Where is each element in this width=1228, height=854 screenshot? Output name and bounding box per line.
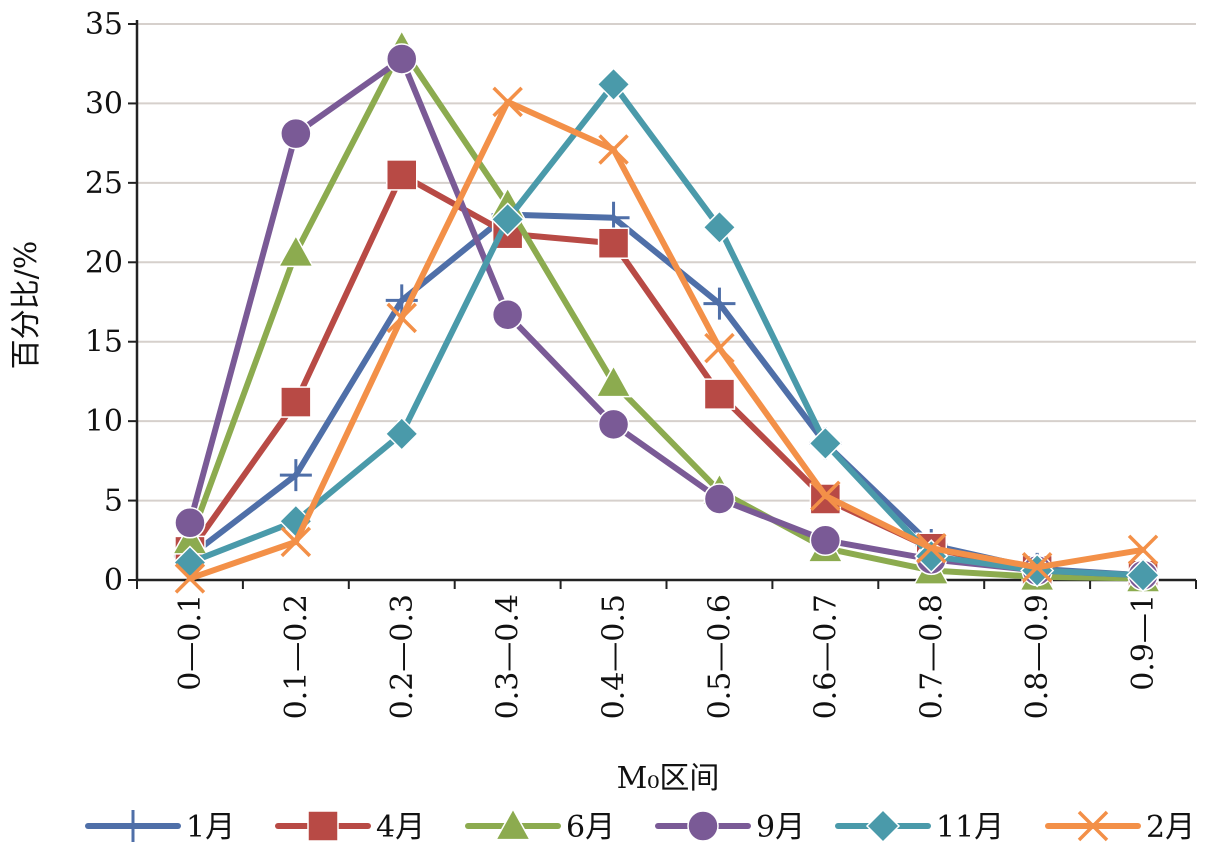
data-point bbox=[386, 302, 417, 334]
legend-item: 1月 bbox=[85, 810, 235, 845]
x-tick-label: 0.3—0.4 bbox=[491, 594, 526, 719]
data-point bbox=[386, 43, 418, 75]
legend-label: 4月 bbox=[376, 810, 425, 845]
data-point bbox=[1127, 534, 1159, 566]
legend-marker bbox=[117, 810, 149, 842]
data-point bbox=[704, 332, 735, 364]
series-5 bbox=[172, 67, 1161, 593]
legend-label: 11月 bbox=[936, 810, 1004, 845]
legend-item: 9月 bbox=[655, 810, 805, 845]
legend: 1月 4月 6月 9月 11月 2月 bbox=[85, 807, 1195, 845]
data-point bbox=[703, 483, 736, 515]
y-tick-label: 25 bbox=[85, 166, 123, 201]
legend-item: 2月 bbox=[1045, 810, 1195, 845]
series-line bbox=[186, 171, 1147, 579]
series-lines bbox=[171, 29, 1162, 594]
data-point bbox=[597, 408, 630, 441]
series-line bbox=[186, 211, 1147, 579]
x-tick-labels: 0—0.1 0.1—0.2 0.2—0.3 0.3—0.4 0.4—0.5 0.5—0.6… bbox=[173, 594, 1161, 719]
data-point bbox=[810, 480, 841, 512]
data-point bbox=[174, 507, 206, 539]
data-point bbox=[492, 86, 523, 118]
x-tick-label: 0.8—0.9 bbox=[1020, 594, 1055, 719]
x-tick-label: 0.1—0.2 bbox=[279, 594, 314, 719]
x-tick-label: 0.6—0.7 bbox=[808, 594, 843, 719]
x-tick-label: 0.5—0.6 bbox=[702, 594, 737, 719]
data-point bbox=[280, 526, 312, 558]
data-point bbox=[703, 378, 736, 410]
y-tick-label: 15 bbox=[85, 325, 123, 360]
data-point bbox=[277, 234, 315, 268]
data-point bbox=[597, 227, 630, 259]
y-tick-label: 20 bbox=[85, 245, 123, 280]
data-point bbox=[702, 210, 737, 245]
series-2 bbox=[174, 159, 1159, 591]
data-point bbox=[490, 202, 525, 237]
data-point bbox=[280, 386, 312, 418]
data-point bbox=[595, 364, 632, 398]
series-6 bbox=[174, 86, 1159, 594]
y-tick-labels: 0 5 10 15 20 25 30 35 bbox=[85, 7, 123, 598]
data-point bbox=[916, 532, 947, 564]
data-point bbox=[491, 298, 524, 331]
data-point bbox=[1021, 552, 1053, 583]
axes bbox=[128, 20, 1197, 589]
legend-label: 2月 bbox=[1146, 810, 1195, 845]
legend-marker bbox=[494, 807, 532, 841]
data-point bbox=[280, 117, 312, 150]
series-line bbox=[186, 81, 1147, 579]
data-point bbox=[703, 287, 736, 320]
data-point bbox=[808, 426, 843, 461]
legend-item: 4月 bbox=[275, 810, 425, 845]
y-tick-label: 10 bbox=[85, 404, 123, 439]
x-axis-title: M₀区间 bbox=[617, 761, 720, 796]
data-point bbox=[174, 563, 206, 594]
x-tick-label: 0.7—0.8 bbox=[914, 594, 949, 719]
data-point bbox=[598, 134, 629, 165]
y-tick-label: 30 bbox=[85, 86, 123, 121]
series-1 bbox=[173, 198, 1160, 592]
data-point bbox=[809, 524, 842, 557]
y-axis-title: 百分比/% bbox=[9, 241, 44, 370]
legend-label: 9月 bbox=[756, 810, 805, 845]
data-point bbox=[1125, 558, 1161, 593]
legend-label: 1月 bbox=[186, 810, 235, 845]
legend-marker bbox=[1077, 810, 1109, 842]
legend-marker bbox=[865, 808, 901, 844]
data-point bbox=[279, 459, 312, 492]
x-tick-label: 0.4—0.5 bbox=[597, 594, 632, 719]
x-tick-label: 0.2—0.3 bbox=[385, 594, 420, 719]
data-point bbox=[596, 67, 631, 102]
legend-marker bbox=[307, 810, 339, 842]
data-point bbox=[386, 159, 418, 191]
gridlines bbox=[137, 23, 1196, 502]
y-tick-label: 35 bbox=[85, 7, 123, 42]
y-tick-label: 5 bbox=[104, 484, 123, 519]
legend-item: 6月 bbox=[465, 807, 615, 845]
y-tick-label: 0 bbox=[104, 563, 123, 598]
legend-label: 6月 bbox=[566, 810, 615, 845]
series-line bbox=[186, 98, 1147, 582]
data-point bbox=[384, 416, 419, 451]
legend-item: 11月 bbox=[835, 808, 1004, 845]
x-tick-label: 0.9—1 bbox=[1126, 594, 1161, 691]
x-tick-label: 0—0.1 bbox=[173, 594, 208, 691]
legend-marker bbox=[687, 810, 719, 842]
series-line bbox=[186, 44, 1147, 582]
